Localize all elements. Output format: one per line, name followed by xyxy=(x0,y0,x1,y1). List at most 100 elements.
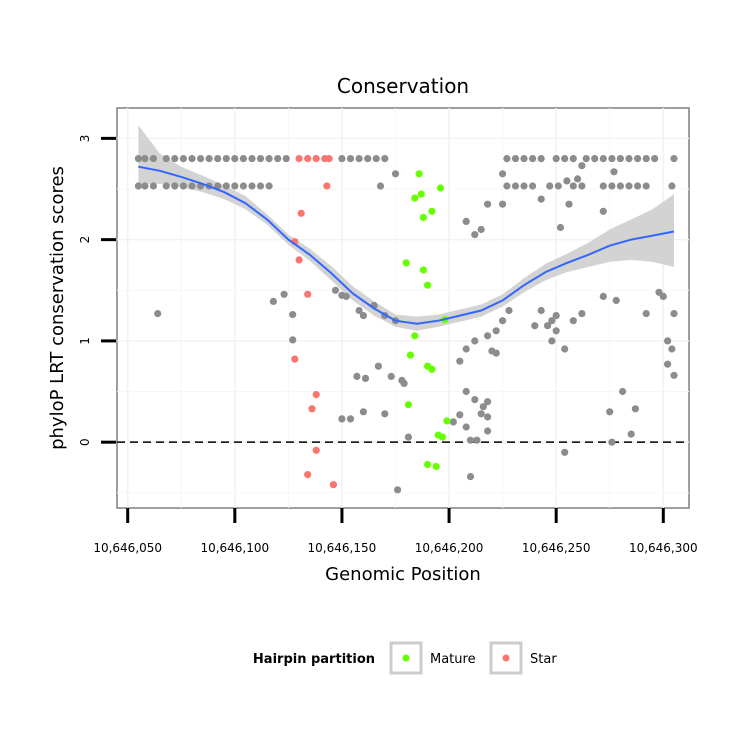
y-axis-label: phyloP LRT conservation scores xyxy=(47,166,68,450)
point-other xyxy=(619,387,627,396)
point-other xyxy=(499,200,507,208)
point-mature xyxy=(428,365,436,373)
point-other xyxy=(134,182,142,190)
point-other xyxy=(608,155,616,163)
point-star xyxy=(304,471,312,479)
point-other xyxy=(265,182,273,190)
point-other xyxy=(162,182,170,190)
point-other xyxy=(503,182,511,190)
point-other xyxy=(477,410,485,418)
point-other xyxy=(520,155,528,163)
point-star xyxy=(329,481,337,489)
point-other xyxy=(561,155,569,163)
point-star xyxy=(304,290,312,298)
point-other xyxy=(529,155,537,163)
point-other xyxy=(248,155,256,163)
point-other xyxy=(471,337,479,345)
x-tick-label: 10,646,050 xyxy=(93,541,162,555)
point-other xyxy=(631,405,640,413)
point-other xyxy=(222,182,230,190)
point-mature xyxy=(419,266,427,274)
point-mature xyxy=(428,207,436,215)
point-other xyxy=(606,408,614,416)
point-other xyxy=(670,371,678,379)
point-other xyxy=(670,155,678,163)
x-tick-label: 10,646,200 xyxy=(415,541,484,555)
point-other xyxy=(256,182,265,190)
point-other xyxy=(361,374,370,382)
point-other xyxy=(149,155,157,163)
point-other xyxy=(625,182,633,190)
point-other xyxy=(381,155,389,163)
point-other xyxy=(569,155,577,163)
point-other xyxy=(484,200,492,208)
point-other xyxy=(331,286,340,294)
point-mature xyxy=(439,433,447,441)
point-other xyxy=(154,310,162,318)
point-mature xyxy=(432,462,440,471)
point-other xyxy=(642,310,650,318)
point-other xyxy=(578,182,586,190)
point-other xyxy=(265,155,273,163)
confidence-band xyxy=(138,125,674,331)
x-tick-label: 10,646,150 xyxy=(308,541,377,555)
chart-title: Conservation xyxy=(337,74,469,98)
point-star xyxy=(295,256,303,264)
point-other xyxy=(616,182,625,190)
point-other xyxy=(338,155,346,163)
point-other xyxy=(274,155,282,163)
point-other xyxy=(484,427,492,435)
legend: Hairpin partition Mature Star xyxy=(253,641,557,675)
point-other xyxy=(537,155,545,163)
point-other xyxy=(222,155,230,163)
point-other xyxy=(668,345,676,353)
point-other xyxy=(239,182,247,190)
point-other xyxy=(537,195,545,203)
point-other xyxy=(346,415,355,423)
point-other xyxy=(338,415,346,423)
point-other xyxy=(462,423,470,431)
point-other xyxy=(664,360,672,368)
point-other xyxy=(134,155,142,163)
point-other xyxy=(372,155,380,163)
point-other xyxy=(608,182,616,190)
y-axis: 0 1 2 3 xyxy=(78,135,116,446)
point-other xyxy=(391,170,400,178)
point-other xyxy=(289,311,297,319)
x-axis: 10,646,050 10,646,100 10,646,150 10,646,200… xyxy=(93,508,698,555)
point-other xyxy=(484,332,492,340)
point-other xyxy=(499,170,507,178)
point-other xyxy=(289,336,297,344)
point-star xyxy=(325,155,333,163)
point-other xyxy=(565,200,573,208)
point-other xyxy=(552,327,560,335)
point-other xyxy=(561,448,569,456)
point-other xyxy=(248,182,256,190)
point-mature xyxy=(415,170,423,178)
loess-fit-line xyxy=(138,165,675,325)
point-other xyxy=(214,155,222,163)
point-other xyxy=(563,177,571,185)
point-other xyxy=(569,182,577,190)
point-other xyxy=(387,372,395,380)
point-other xyxy=(141,182,149,190)
point-other xyxy=(141,155,149,163)
point-star xyxy=(295,155,303,163)
point-other xyxy=(394,486,402,494)
point-other xyxy=(355,306,363,315)
point-other xyxy=(256,155,265,163)
point-other xyxy=(599,155,607,163)
legend-swatch-star xyxy=(502,654,510,662)
point-other xyxy=(520,182,528,190)
point-other xyxy=(492,327,500,335)
point-other xyxy=(492,349,500,357)
point-other xyxy=(214,182,222,190)
point-mature xyxy=(424,460,432,469)
x-axis-label: Genomic Position xyxy=(325,564,481,585)
point-other xyxy=(359,312,367,320)
point-other xyxy=(462,387,470,396)
point-other xyxy=(642,155,650,163)
point-mature xyxy=(419,213,427,221)
legend-label-mature: Mature xyxy=(430,652,476,667)
